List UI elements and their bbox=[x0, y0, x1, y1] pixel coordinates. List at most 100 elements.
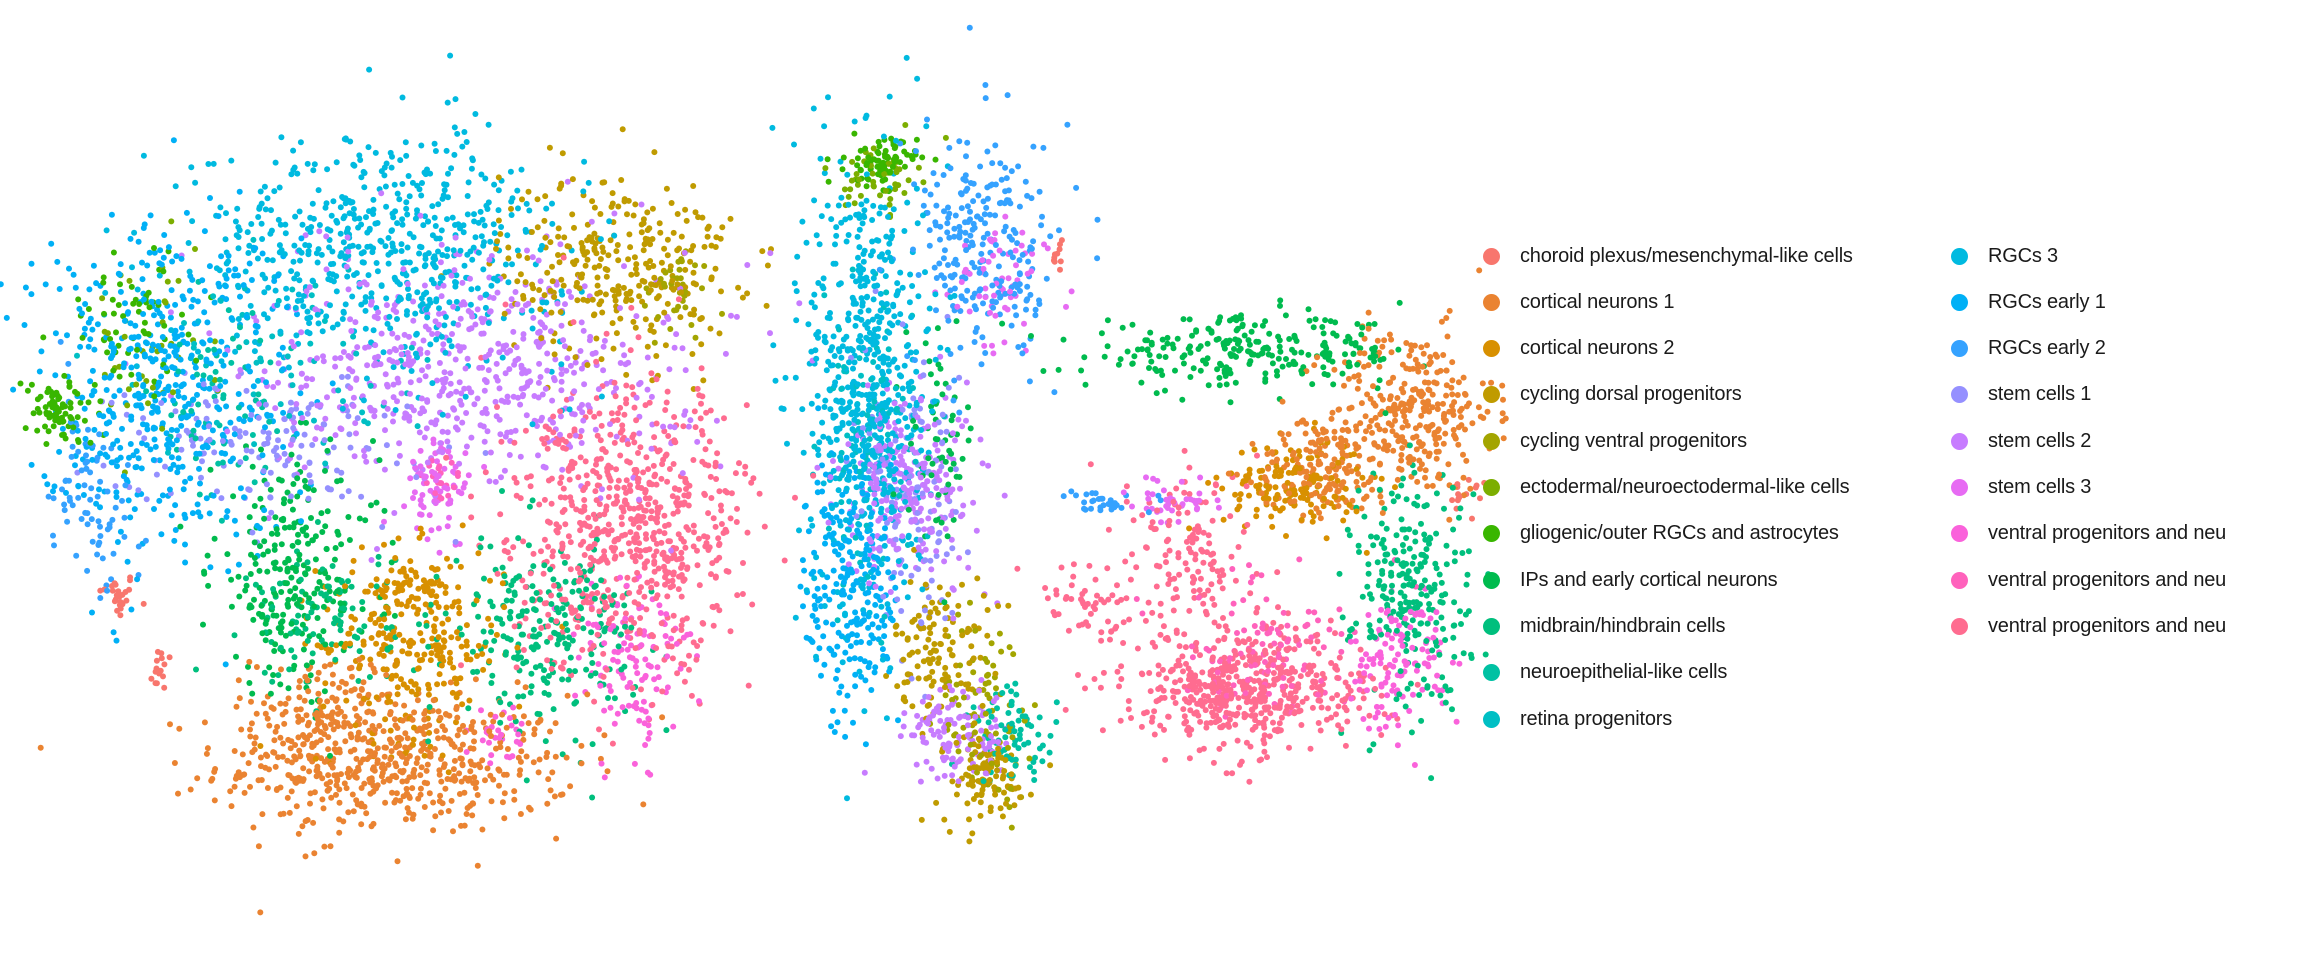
data-point bbox=[1164, 340, 1171, 347]
data-point bbox=[242, 268, 249, 275]
data-point bbox=[1005, 275, 1012, 282]
data-point bbox=[1272, 484, 1279, 491]
data-point bbox=[378, 622, 385, 629]
data-point bbox=[1374, 559, 1381, 566]
data-point bbox=[251, 479, 258, 486]
data-point bbox=[1320, 364, 1327, 371]
data-point bbox=[1373, 703, 1380, 710]
data-point bbox=[320, 628, 327, 635]
data-point bbox=[475, 613, 482, 620]
data-point bbox=[610, 656, 617, 663]
data-point bbox=[1246, 492, 1252, 499]
data-point bbox=[125, 309, 132, 316]
data-point bbox=[1388, 490, 1395, 497]
data-point bbox=[358, 301, 365, 308]
data-point bbox=[917, 537, 924, 543]
data-point bbox=[612, 610, 619, 617]
data-point bbox=[1433, 490, 1440, 497]
data-point bbox=[897, 478, 904, 485]
data-point bbox=[305, 565, 312, 572]
data-point bbox=[902, 563, 909, 570]
data-point bbox=[288, 574, 295, 581]
data-point bbox=[290, 258, 297, 265]
data-point bbox=[963, 379, 970, 386]
data-point bbox=[1366, 622, 1373, 629]
data-point bbox=[263, 481, 270, 488]
data-point bbox=[902, 415, 909, 422]
data-point bbox=[682, 304, 689, 311]
data-point bbox=[1186, 491, 1193, 497]
data-point bbox=[864, 382, 871, 389]
data-point bbox=[857, 270, 864, 277]
data-point bbox=[621, 640, 628, 647]
data-point bbox=[1284, 703, 1291, 710]
data-point bbox=[811, 575, 818, 582]
data-point bbox=[525, 188, 532, 195]
data-point bbox=[444, 429, 451, 436]
data-point bbox=[966, 838, 973, 845]
data-point bbox=[694, 562, 701, 569]
data-point bbox=[613, 330, 620, 337]
data-point bbox=[877, 585, 884, 592]
data-point bbox=[264, 715, 271, 722]
data-point bbox=[614, 242, 621, 248]
data-point bbox=[687, 417, 694, 424]
data-point bbox=[619, 704, 626, 711]
data-point bbox=[1197, 718, 1204, 725]
data-point bbox=[217, 204, 224, 211]
data-point bbox=[589, 660, 596, 666]
data-point bbox=[842, 649, 849, 656]
data-point bbox=[1463, 581, 1470, 588]
data-point bbox=[893, 631, 900, 638]
data-point bbox=[537, 374, 544, 380]
data-point bbox=[1444, 333, 1451, 340]
data-point bbox=[328, 212, 335, 219]
data-point bbox=[812, 605, 819, 612]
data-point bbox=[520, 538, 527, 545]
data-point bbox=[641, 564, 648, 571]
data-point bbox=[1386, 661, 1393, 668]
data-point bbox=[1125, 698, 1132, 704]
data-point bbox=[327, 436, 334, 443]
data-point bbox=[394, 691, 401, 698]
data-point bbox=[564, 355, 571, 362]
data-point bbox=[654, 295, 660, 302]
data-point bbox=[340, 340, 347, 347]
data-point bbox=[793, 288, 800, 295]
data-point bbox=[410, 741, 416, 748]
data-point bbox=[485, 367, 492, 374]
data-point bbox=[438, 778, 445, 785]
data-point bbox=[943, 428, 950, 435]
data-point bbox=[1215, 637, 1222, 644]
data-point bbox=[605, 472, 612, 479]
data-point bbox=[982, 285, 989, 292]
data-point bbox=[716, 330, 723, 337]
data-point bbox=[967, 208, 973, 215]
data-point bbox=[744, 529, 751, 536]
data-point bbox=[901, 148, 908, 155]
data-point bbox=[1138, 379, 1145, 386]
data-point bbox=[950, 460, 957, 467]
data-point bbox=[86, 286, 93, 293]
data-point bbox=[1143, 474, 1149, 481]
data-point bbox=[984, 691, 991, 698]
data-point bbox=[275, 437, 281, 444]
data-point bbox=[437, 274, 444, 281]
data-point bbox=[97, 523, 103, 530]
data-point bbox=[690, 269, 697, 276]
data-point bbox=[362, 344, 369, 351]
data-point bbox=[378, 330, 385, 337]
data-point bbox=[854, 155, 861, 162]
data-point bbox=[173, 446, 180, 453]
data-point bbox=[1232, 491, 1239, 498]
data-point bbox=[1262, 378, 1269, 385]
data-point bbox=[1286, 336, 1293, 342]
data-point bbox=[813, 232, 820, 239]
data-point bbox=[1262, 370, 1269, 377]
data-point bbox=[1003, 175, 1010, 182]
data-point bbox=[1223, 381, 1230, 388]
data-point bbox=[572, 354, 579, 361]
data-point bbox=[482, 639, 489, 646]
data-point bbox=[949, 778, 956, 785]
data-point bbox=[214, 488, 220, 495]
